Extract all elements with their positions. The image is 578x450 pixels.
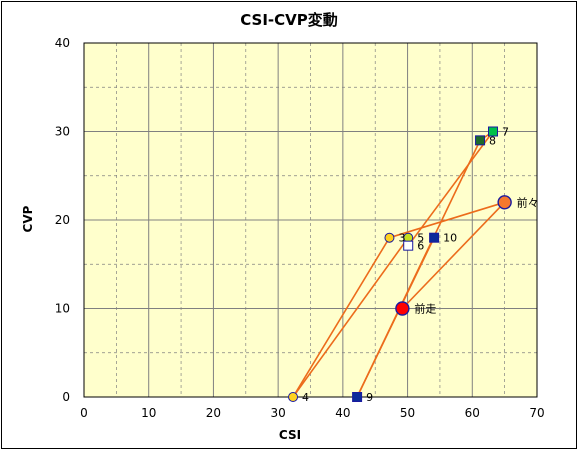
point-label: 3 <box>398 232 405 245</box>
y-tick-label: 20 <box>55 213 70 227</box>
x-tick-label: 70 <box>529 406 544 420</box>
point-label: 4 <box>302 391 309 404</box>
y-tick-labels: 0 10 20 30 40 <box>55 36 70 404</box>
point-label: 前走 <box>414 302 436 316</box>
x-tick-label: 60 <box>465 406 480 420</box>
x-tick-labels: 0 10 20 30 40 50 60 70 <box>80 406 544 420</box>
y-tick-label: 0 <box>62 390 70 404</box>
connection-line <box>292 237 409 398</box>
connection-line <box>407 131 494 247</box>
point-label: 7 <box>502 126 509 139</box>
x-tick-label: 0 <box>80 406 88 420</box>
point-7 <box>487 126 498 137</box>
point-4 <box>288 392 299 402</box>
point-label: 8 <box>489 134 496 147</box>
chart-title: CSI-CVP変動 <box>240 11 338 29</box>
connection-line <box>401 201 506 310</box>
x-axis-title: CSI <box>279 428 301 442</box>
x-tick-label: 30 <box>271 406 286 420</box>
point-label: 10 <box>443 232 457 245</box>
point-6 <box>403 240 414 251</box>
data-points <box>288 126 512 402</box>
plot-border <box>83 42 538 398</box>
y-tick-label: 30 <box>55 125 70 139</box>
point-前走 <box>395 301 410 316</box>
point-9 <box>352 392 363 402</box>
axes <box>83 42 538 398</box>
point-label: 9 <box>366 391 373 404</box>
x-tick-label: 50 <box>400 406 415 420</box>
connection-line <box>389 201 505 239</box>
connection-line <box>356 237 435 398</box>
x-tick-label: 10 <box>141 406 156 420</box>
connection-lines <box>292 130 506 398</box>
y-tick-label: 10 <box>55 302 70 316</box>
point-label: 5 <box>417 232 424 245</box>
connection-line <box>292 237 391 398</box>
x-tick-label: 20 <box>206 406 221 420</box>
point-前々 <box>497 195 512 210</box>
point-label: 6 <box>417 240 424 253</box>
y-axis-title: CVP <box>21 205 35 232</box>
point-3 <box>384 232 395 243</box>
y-tick-label: 40 <box>55 36 70 50</box>
x-tick-label: 40 <box>335 406 350 420</box>
point-10 <box>429 232 440 243</box>
point-label: 前々 <box>517 195 539 209</box>
point-8 <box>475 135 486 146</box>
